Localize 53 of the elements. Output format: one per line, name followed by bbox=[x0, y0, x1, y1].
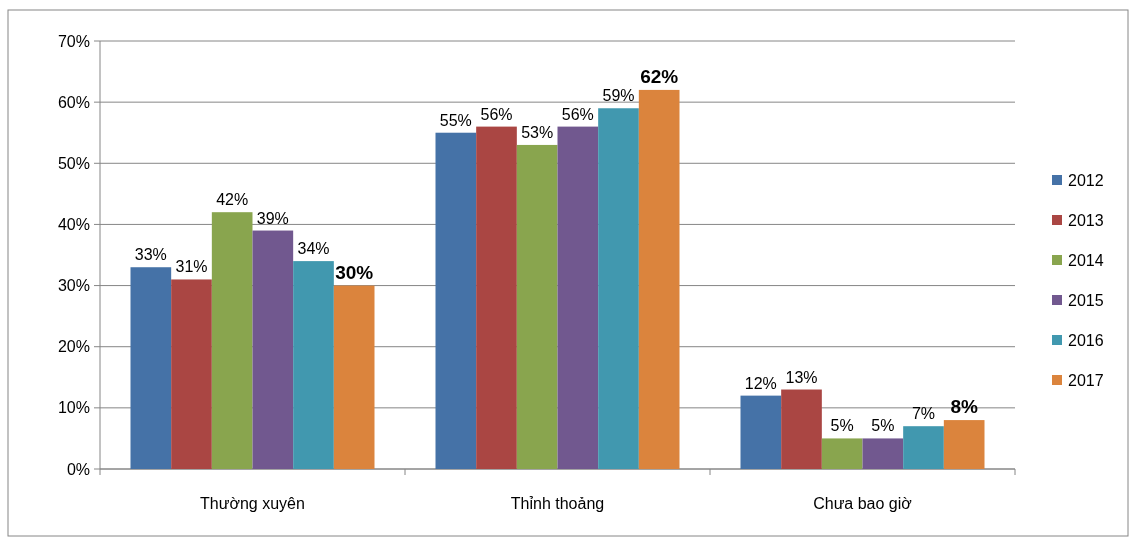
y-tick-label: 10% bbox=[57, 399, 90, 417]
data-label: 8% bbox=[950, 396, 978, 418]
bar bbox=[171, 279, 212, 469]
data-label: 56% bbox=[561, 105, 594, 123]
bar bbox=[598, 108, 639, 469]
data-label: 5% bbox=[871, 417, 895, 435]
data-label: 7% bbox=[911, 405, 936, 423]
bar bbox=[293, 261, 334, 469]
y-tick-label: 70% bbox=[57, 32, 90, 50]
bar bbox=[130, 267, 172, 469]
data-label: 30% bbox=[335, 261, 374, 283]
legend-label: 2012 bbox=[1068, 171, 1104, 189]
data-label: 59% bbox=[602, 87, 635, 105]
bar bbox=[638, 89, 680, 469]
bar bbox=[476, 126, 517, 469]
y-tick-label: 50% bbox=[57, 154, 90, 172]
y-tick-label: 0% bbox=[66, 460, 90, 478]
bar bbox=[903, 426, 944, 469]
x-tick-label: Thỉnh thoảng bbox=[510, 495, 605, 512]
x-tick-label: Thường xuyên bbox=[200, 495, 305, 512]
bar bbox=[821, 438, 863, 469]
legend-label: 2013 bbox=[1068, 211, 1104, 229]
legend-label: 2017 bbox=[1068, 371, 1104, 389]
legend-label: 2015 bbox=[1068, 291, 1104, 309]
data-label: 56% bbox=[480, 105, 513, 123]
legend-label: 2014 bbox=[1068, 251, 1104, 269]
y-tick-label: 60% bbox=[57, 93, 90, 111]
bar bbox=[435, 132, 477, 469]
legend-label: 2016 bbox=[1068, 331, 1104, 349]
bar bbox=[943, 420, 985, 469]
x-tick-label: Chưa bao giờ bbox=[813, 495, 913, 512]
y-tick-label: 20% bbox=[57, 338, 90, 356]
bar bbox=[740, 395, 782, 469]
data-label: 34% bbox=[297, 240, 330, 258]
bar bbox=[781, 389, 822, 469]
data-label: 13% bbox=[785, 368, 818, 386]
data-label: 42% bbox=[216, 191, 249, 209]
data-label: 33% bbox=[134, 246, 167, 264]
y-tick-label: 30% bbox=[57, 277, 90, 295]
data-label: 12% bbox=[744, 374, 777, 392]
data-label: 62% bbox=[640, 65, 679, 87]
data-label: 55% bbox=[439, 111, 472, 129]
data-label: 53% bbox=[521, 123, 554, 141]
bar bbox=[252, 230, 294, 469]
bar bbox=[333, 285, 375, 469]
y-tick-label: 40% bbox=[57, 216, 90, 234]
bar bbox=[211, 212, 253, 469]
data-label: 5% bbox=[830, 417, 854, 435]
bar bbox=[862, 438, 904, 469]
data-label: 31% bbox=[175, 258, 208, 276]
data-label: 39% bbox=[256, 209, 289, 227]
bar bbox=[557, 126, 599, 469]
bar bbox=[516, 144, 558, 469]
